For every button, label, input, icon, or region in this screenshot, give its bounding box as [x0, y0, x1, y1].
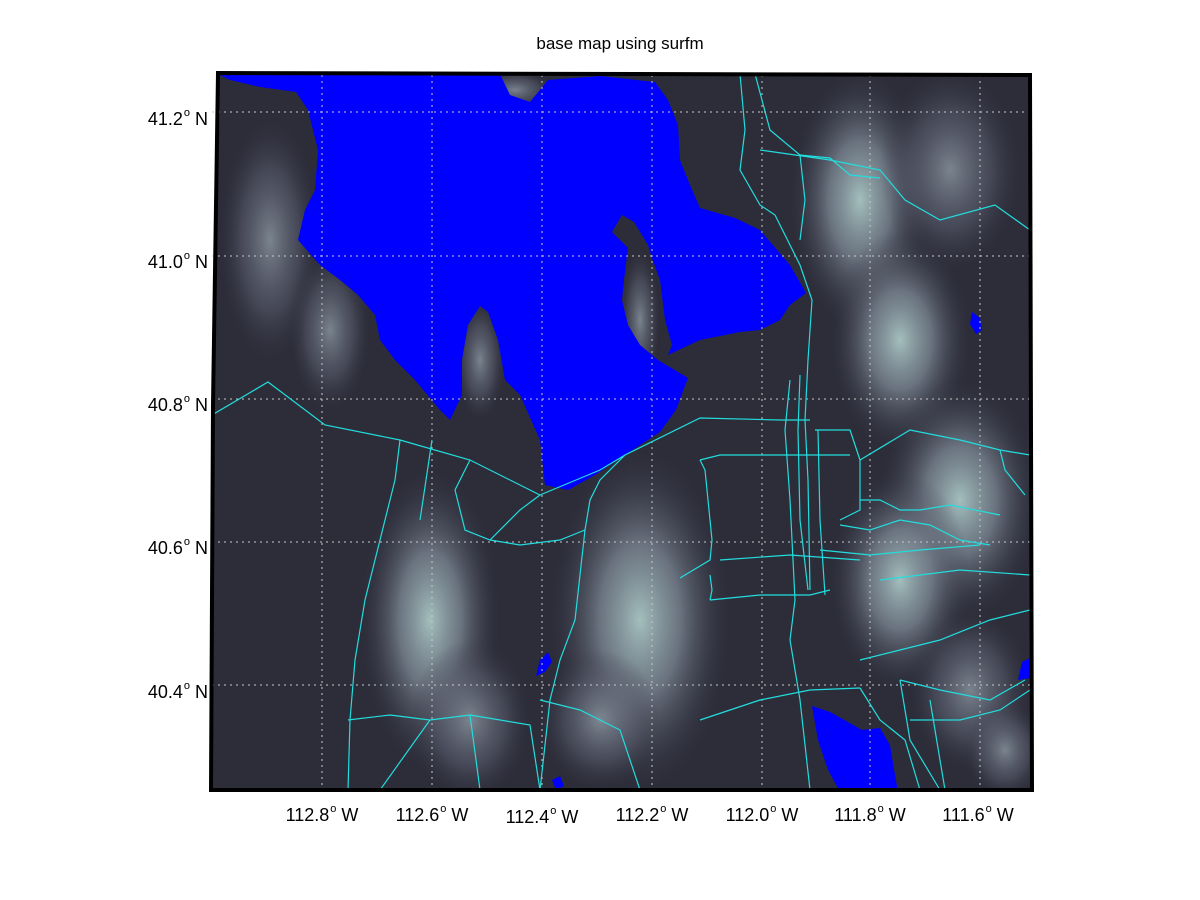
road-north-corridor	[739, 73, 813, 591]
lon-label-112-4: 112.4o W	[505, 805, 579, 827]
road-south-3	[469, 714, 481, 790]
roads-layer	[211, 73, 1031, 790]
road-ne-2	[799, 154, 881, 179]
road-skull-valley	[419, 439, 433, 521]
road-city-1	[784, 379, 811, 790]
road-ne-1	[759, 149, 1031, 231]
small-pond-south	[552, 776, 564, 790]
road-south-east-4	[929, 699, 946, 790]
lon-label-112-8: 112.8o W	[285, 803, 359, 825]
road-east-4	[860, 499, 1001, 516]
road-city-7	[679, 459, 713, 579]
road-east-5	[839, 519, 991, 546]
road-east-10	[910, 689, 1031, 721]
lat-label-40-6: 40.6o N	[147, 536, 208, 558]
road-east-2	[859, 429, 1031, 461]
road-city-5	[719, 554, 861, 561]
road-south-east	[699, 687, 861, 721]
lon-label-112-2: 112.2o W	[615, 803, 689, 825]
map-frame	[208, 70, 1035, 792]
utah-lake	[812, 706, 898, 790]
water-layer	[218, 74, 1030, 790]
road-east-6	[819, 544, 981, 556]
lat-label-41-2: 41.2o N	[147, 107, 208, 129]
road-tooele	[539, 454, 626, 790]
road-east-7	[879, 569, 1031, 581]
lat-label-40-8: 40.8o N	[147, 393, 208, 415]
road-east-9	[899, 679, 1026, 701]
road-city-2	[797, 374, 809, 591]
road-city-8	[709, 574, 713, 601]
road-tooele-2	[454, 459, 541, 541]
lon-label-112-0: 112.0o W	[725, 803, 799, 825]
lat-label-41-0: 41.0o N	[147, 250, 208, 272]
great-salt-lake	[218, 74, 806, 490]
road-south-1	[347, 714, 541, 790]
small-pond-edge	[1018, 658, 1030, 680]
road-city-3	[817, 429, 826, 596]
road-tooele-3	[489, 529, 586, 546]
small-pond-southwest	[536, 652, 552, 676]
small-reservoir-east	[970, 312, 982, 334]
road-south-east-2	[859, 687, 921, 790]
road-south-east-3	[899, 679, 941, 790]
road-city-4	[699, 454, 850, 461]
lat-label-40-4: 40.4o N	[147, 680, 208, 702]
terrain-layer	[211, 73, 1032, 790]
lon-label-112-6: 112.6o W	[395, 803, 469, 825]
lon-label-111-6: 111.6o W	[942, 803, 1014, 825]
road-south-4	[379, 719, 431, 790]
road-east-8	[859, 609, 1031, 661]
map-title: base map using surfm	[536, 34, 704, 53]
road-south-2	[539, 699, 641, 790]
lon-label-111-8: 111.8o W	[834, 803, 906, 825]
road-city-6	[709, 589, 831, 601]
road-east-3	[999, 449, 1026, 496]
graticule	[212, 75, 1030, 790]
